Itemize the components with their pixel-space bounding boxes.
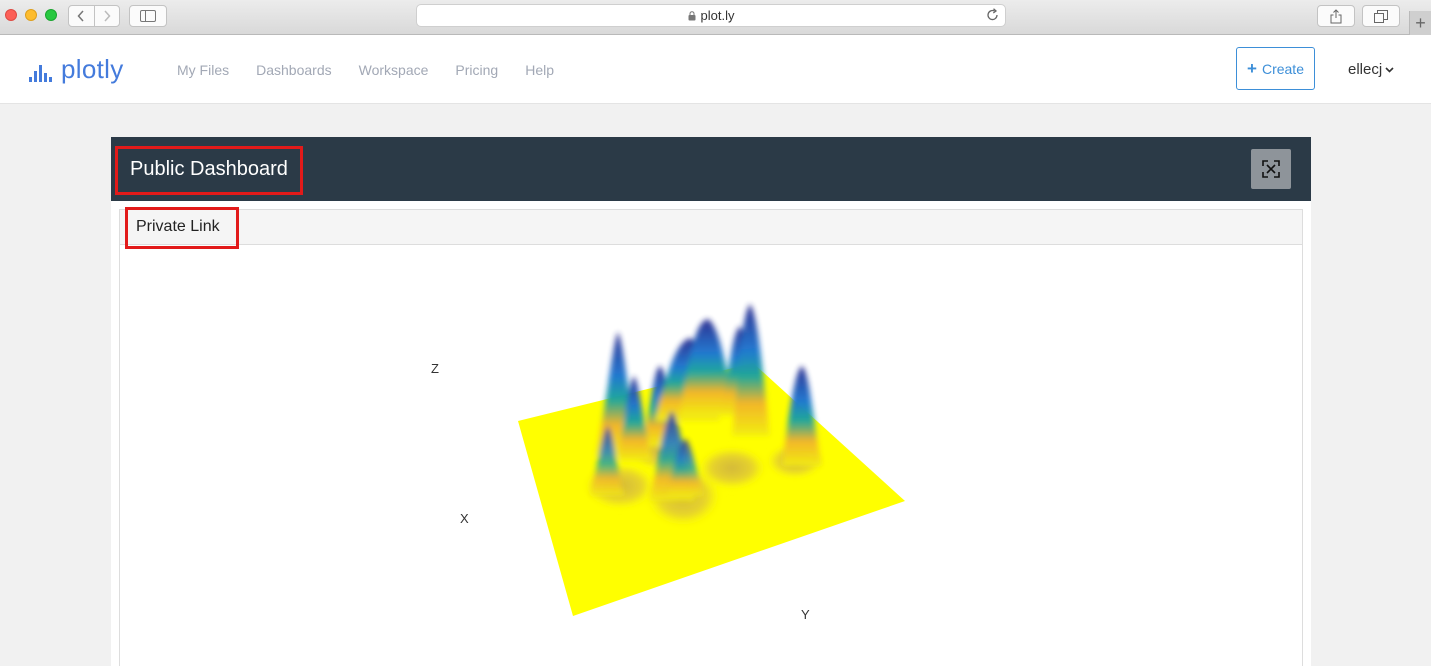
surface-plot[interactable]: Z X Y xyxy=(120,246,1302,666)
logo-text: plotly xyxy=(61,54,124,84)
address-bar[interactable]: plot.ly xyxy=(416,4,1006,27)
forward-icon xyxy=(104,10,111,22)
panel-title: Private Link xyxy=(136,218,220,235)
history-buttons xyxy=(68,5,120,27)
window-close-button[interactable] xyxy=(5,9,17,21)
browser-toolbar: plot.ly + xyxy=(0,0,1431,35)
share-icon xyxy=(1330,8,1342,23)
highlight-box xyxy=(125,207,239,249)
surface-peak xyxy=(590,426,625,496)
site-header: plotly My Files Dashboards Workspace Pri… xyxy=(0,35,1431,104)
nav-dashboards[interactable]: Dashboards xyxy=(256,62,332,78)
sidebar-icon xyxy=(140,10,156,22)
plotly-logo[interactable]: plotly xyxy=(29,56,124,82)
bar-chart-icon xyxy=(29,65,52,82)
panel-header: Private Link xyxy=(120,207,1302,249)
username: ellecj xyxy=(1348,61,1383,78)
user-menu[interactable]: ellecj xyxy=(1348,61,1394,78)
nav-help[interactable]: Help xyxy=(525,62,554,78)
forward-button[interactable] xyxy=(93,6,120,26)
x-axis-label: X xyxy=(460,511,469,526)
nav-my-files[interactable]: My Files xyxy=(177,62,230,78)
window-zoom-button[interactable] xyxy=(45,9,57,21)
highlight-box xyxy=(115,146,303,195)
fullscreen-icon xyxy=(1262,160,1280,178)
share-button[interactable] xyxy=(1317,5,1355,27)
sidebar-toggle-button[interactable] xyxy=(129,5,167,27)
tabs-icon xyxy=(1374,9,1388,23)
window-minimize-button[interactable] xyxy=(25,9,37,21)
surface-mound xyxy=(696,446,768,490)
back-button[interactable] xyxy=(69,6,94,26)
dashboard-title: Public Dashboard xyxy=(130,158,288,180)
z-axis-label: Z xyxy=(431,361,439,376)
lock-icon xyxy=(688,10,696,20)
create-label: Create xyxy=(1261,60,1304,77)
y-axis-label: Y xyxy=(801,607,810,622)
chevron-down-icon xyxy=(1385,66,1394,73)
surface-peak xyxy=(668,439,704,496)
dashboard-title-bar: Public Dashboard xyxy=(111,137,1311,201)
back-icon xyxy=(77,10,84,22)
chart-panel: Private Link Z X Y xyxy=(119,207,1303,666)
fullscreen-button[interactable] xyxy=(1251,149,1291,189)
main-nav: My Files Dashboards Workspace Pricing He… xyxy=(177,62,581,78)
plus-icon: + xyxy=(1247,58,1257,78)
url-text: plot.ly xyxy=(700,8,735,23)
new-tab-button[interactable]: + xyxy=(1409,11,1431,35)
surface-peak xyxy=(732,304,770,436)
reload-icon[interactable] xyxy=(986,8,999,22)
plus-icon: + xyxy=(1415,12,1426,33)
surface-peak xyxy=(680,319,735,416)
surface-svg xyxy=(518,304,905,616)
create-button[interactable]: + Create xyxy=(1236,47,1315,90)
surface-peak xyxy=(782,366,822,466)
show-tabs-button[interactable] xyxy=(1362,5,1400,27)
nav-pricing[interactable]: Pricing xyxy=(455,62,499,78)
nav-workspace[interactable]: Workspace xyxy=(358,62,429,78)
surface-peak xyxy=(618,376,652,461)
